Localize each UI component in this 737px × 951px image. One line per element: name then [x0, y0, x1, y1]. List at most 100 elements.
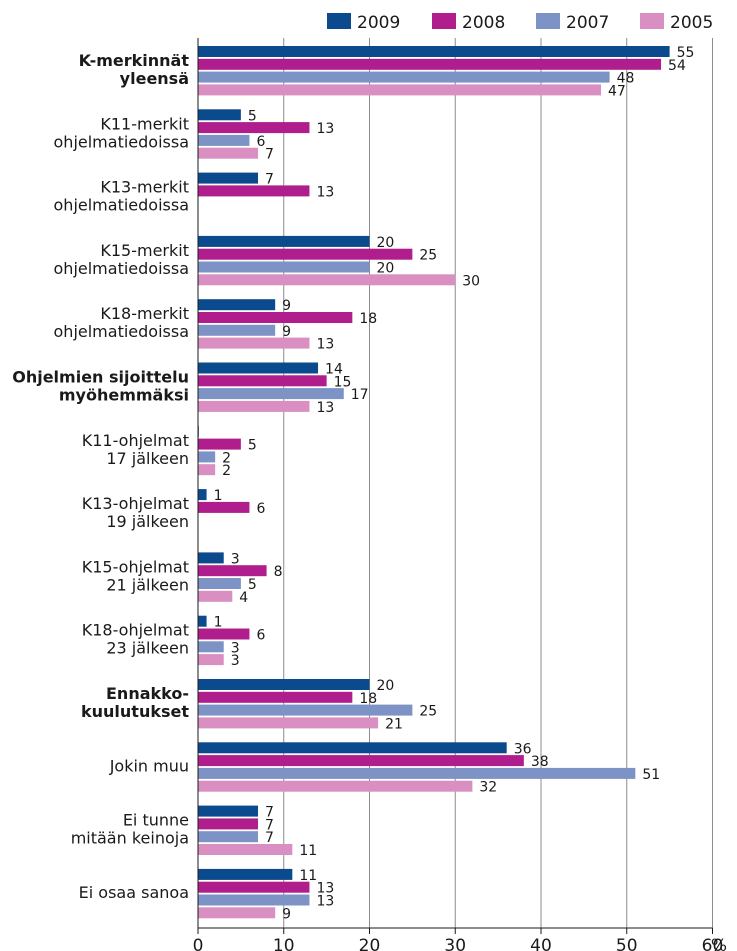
value-label: 7 — [265, 172, 274, 188]
value-label: 6 — [256, 628, 265, 644]
bar-2005 — [198, 780, 473, 792]
bar-2005 — [198, 844, 293, 855]
bar-2007 — [198, 451, 216, 463]
legend-swatch-2009 — [327, 13, 351, 29]
legend-label-2007: 2007 — [566, 13, 609, 33]
value-label: 2 — [222, 463, 231, 479]
bar-2009 — [198, 299, 276, 311]
bar-2007 — [198, 704, 413, 716]
legend-swatch-2007 — [536, 13, 560, 29]
bar-2005 — [198, 464, 216, 476]
value-label: 9 — [282, 324, 291, 340]
bar-2009 — [198, 235, 370, 247]
value-label: 25 — [419, 248, 437, 264]
bar-2009 — [198, 172, 259, 184]
category-label: K11-ohjelmat — [82, 431, 189, 450]
value-label: 9 — [282, 906, 291, 922]
value-label: 3 — [231, 653, 240, 669]
bar-2005 — [198, 654, 224, 666]
category-label: Ohjelmien sijoittelu — [12, 368, 189, 387]
category-label: K13-merkit — [100, 178, 189, 197]
bar-2008 — [198, 755, 524, 767]
category-labels: K-merkinnätyleensäK11-merkitohjelmatiedo… — [12, 51, 189, 902]
bar-2008 — [198, 438, 241, 450]
bar-2009 — [198, 46, 670, 57]
bar-2007 — [198, 71, 610, 83]
category-label: kuulutukset — [81, 702, 189, 721]
bar-2009 — [198, 552, 224, 564]
value-label: 8 — [274, 564, 283, 580]
value-label: 20 — [377, 235, 395, 251]
bar-2008 — [198, 565, 267, 577]
bar-2009 — [198, 679, 370, 690]
value-label: 14 — [325, 362, 343, 378]
value-label: 36 — [514, 741, 532, 757]
value-label: 4 — [239, 590, 248, 606]
bar-2009 — [198, 489, 207, 501]
value-label: 55 — [677, 45, 695, 61]
bar-2007 — [198, 134, 250, 146]
category-label: mitään keinoja — [71, 829, 189, 848]
value-label: 15 — [334, 374, 352, 390]
bar-2008 — [198, 881, 310, 893]
bar-2009 — [198, 615, 207, 627]
legend: 2009 2008 2007 2005 — [327, 13, 713, 33]
bar-2007 — [198, 831, 259, 843]
bar-2009 — [198, 109, 241, 121]
bar-2009 — [198, 805, 259, 817]
value-label: 18 — [359, 691, 377, 707]
value-label: 48 — [617, 71, 635, 87]
x-tick-label: 10 — [273, 936, 295, 951]
bar-2005 — [198, 717, 379, 729]
bar-2008 — [198, 818, 259, 830]
value-label: 13 — [316, 184, 334, 200]
category-label: ohjelmatiedoissa — [54, 196, 189, 215]
value-label: 6 — [256, 134, 265, 150]
value-labels: 5554484751367713202520309189131415171352… — [214, 45, 695, 922]
category-label: ohjelmatiedoissa — [54, 259, 189, 278]
legend-label-2009: 2009 — [357, 13, 400, 33]
value-label: 5 — [248, 577, 257, 593]
value-label: 5 — [248, 108, 257, 124]
value-label: 1 — [214, 615, 223, 631]
category-label: 17 jälkeen — [106, 449, 189, 468]
category-label: Ei osaa sanoa — [79, 883, 189, 902]
bar-2009 — [198, 742, 507, 754]
value-label: 18 — [359, 311, 377, 327]
bar-2007 — [198, 261, 370, 273]
value-label: 11 — [299, 868, 317, 884]
value-label: 30 — [462, 273, 480, 289]
bar-2007 — [198, 388, 344, 400]
value-label: 25 — [419, 704, 437, 720]
category-label: yleensä — [120, 69, 189, 88]
category-label: 21 jälkeen — [106, 575, 189, 594]
value-label: 51 — [642, 767, 660, 783]
bar-2005 — [198, 400, 310, 412]
category-label: K-merkinnät — [79, 51, 190, 70]
bar-2005 — [198, 907, 276, 919]
value-label: 13 — [316, 894, 334, 910]
grid-lines — [197, 38, 713, 928]
category-label: 19 jälkeen — [106, 512, 189, 531]
x-tick-label: 30 — [444, 936, 466, 951]
value-label: 6 — [256, 501, 265, 517]
value-label: 32 — [479, 780, 497, 796]
bar-2007 — [198, 641, 224, 653]
category-label: 23 jälkeen — [106, 639, 189, 658]
category-label: Jokin muu — [109, 756, 189, 775]
bar-2009 — [198, 362, 319, 374]
value-label: 20 — [377, 261, 395, 277]
value-label: 13 — [316, 121, 334, 137]
value-label: 1 — [214, 488, 223, 504]
category-label: K11-merkit — [100, 114, 189, 133]
value-label: 2 — [222, 450, 231, 466]
value-label: 17 — [351, 387, 369, 403]
category-label: ohjelmatiedoissa — [54, 132, 189, 151]
value-label: 21 — [385, 716, 403, 732]
x-tick-label: 40 — [530, 936, 552, 951]
bar-2005 — [198, 147, 259, 159]
legend-swatch-2008 — [432, 13, 456, 29]
value-label: 13 — [316, 337, 334, 353]
bar-2005 — [198, 590, 233, 602]
